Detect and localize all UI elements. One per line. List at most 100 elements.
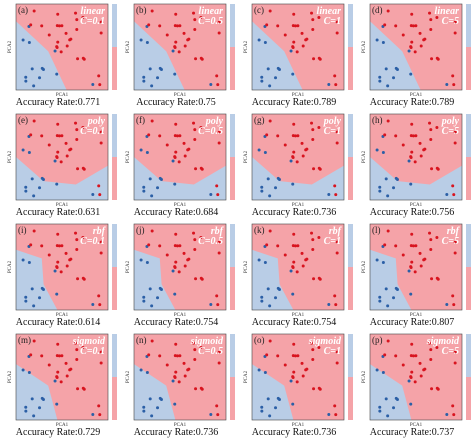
sample-point bbox=[30, 397, 34, 401]
sample-point bbox=[158, 354, 162, 358]
sample-point bbox=[156, 186, 160, 190]
sample-point bbox=[183, 264, 187, 268]
sample-point bbox=[174, 370, 178, 374]
sample-point bbox=[384, 67, 388, 71]
panel-label: (n) bbox=[136, 335, 147, 345]
sample-point bbox=[292, 12, 296, 16]
sample-point bbox=[335, 20, 339, 24]
sample-point bbox=[216, 413, 220, 417]
sample-point bbox=[292, 232, 296, 236]
sample-point bbox=[65, 44, 69, 48]
sample-point bbox=[64, 31, 68, 35]
sample-point bbox=[311, 27, 315, 31]
sample-point bbox=[56, 232, 60, 236]
sample-point bbox=[139, 368, 143, 372]
sample-point bbox=[32, 304, 36, 308]
kernel-name: rbf bbox=[93, 226, 107, 237]
colorbar-bottom bbox=[348, 47, 353, 90]
sample-point bbox=[305, 147, 309, 151]
sample-point bbox=[378, 75, 382, 79]
colorbar-top bbox=[230, 334, 235, 377]
sample-point bbox=[150, 304, 154, 308]
sample-point bbox=[429, 247, 433, 251]
sample-point bbox=[32, 119, 36, 123]
y-axis-label: PCA2 bbox=[362, 260, 367, 273]
kernel-name: sigmoid bbox=[426, 336, 460, 347]
sample-point bbox=[291, 402, 295, 406]
sample-point bbox=[378, 405, 382, 409]
sample-point bbox=[335, 240, 339, 244]
sample-point bbox=[142, 189, 146, 193]
sample-point bbox=[411, 24, 415, 28]
sample-point bbox=[430, 57, 434, 61]
y-axis-label: PCA2 bbox=[244, 260, 249, 273]
sample-point bbox=[81, 16, 85, 20]
sample-point bbox=[296, 134, 300, 138]
sample-point bbox=[291, 265, 295, 269]
accuracy-rate: Accuracy Rate:0.75 bbox=[136, 97, 215, 108]
sample-point bbox=[40, 244, 44, 248]
sample-point bbox=[435, 276, 439, 280]
sample-point bbox=[414, 24, 418, 28]
sample-point bbox=[411, 134, 415, 138]
sample-point bbox=[260, 295, 264, 299]
sample-point bbox=[407, 49, 411, 53]
sample-point bbox=[311, 137, 315, 141]
sample-point bbox=[429, 18, 433, 22]
sample-point bbox=[327, 302, 331, 306]
decision-region bbox=[370, 157, 462, 200]
sample-point bbox=[209, 82, 213, 86]
sample-point bbox=[418, 141, 422, 145]
sample-point bbox=[410, 122, 414, 126]
sample-point bbox=[384, 287, 388, 291]
sample-point bbox=[453, 240, 457, 244]
sample-point bbox=[98, 413, 102, 417]
sample-point bbox=[409, 402, 413, 406]
panel-label: (j) bbox=[136, 225, 145, 235]
sample-point bbox=[300, 251, 304, 255]
sample-point bbox=[301, 44, 305, 48]
sample-point bbox=[276, 134, 280, 138]
sample-point bbox=[423, 37, 427, 41]
sample-point bbox=[327, 82, 331, 86]
sample-point bbox=[173, 155, 177, 159]
sample-point bbox=[217, 141, 221, 145]
sample-point bbox=[216, 193, 220, 197]
sample-point bbox=[56, 342, 60, 346]
sample-point bbox=[38, 406, 42, 410]
sample-point bbox=[292, 40, 296, 44]
panel-label: (b) bbox=[136, 5, 147, 15]
sample-point bbox=[293, 244, 297, 248]
c-value: C=1 bbox=[324, 16, 341, 27]
sample-point bbox=[173, 375, 177, 379]
sample-point bbox=[59, 270, 63, 274]
sample-point bbox=[74, 231, 78, 235]
sample-point bbox=[59, 160, 63, 164]
sample-point bbox=[265, 23, 269, 27]
sample-point bbox=[333, 184, 337, 188]
sample-point bbox=[429, 357, 433, 361]
sample-point bbox=[407, 269, 411, 273]
x-axis-label: PCA1 bbox=[56, 423, 69, 428]
panel-label: (a) bbox=[18, 5, 28, 15]
plot-frame bbox=[15, 223, 109, 311]
sample-point bbox=[178, 134, 182, 138]
sample-point bbox=[158, 396, 162, 400]
sample-point bbox=[175, 354, 179, 358]
sample-point bbox=[301, 374, 305, 378]
sample-point bbox=[217, 240, 221, 244]
sample-point bbox=[452, 413, 456, 417]
sample-point bbox=[209, 192, 213, 196]
sample-point bbox=[27, 371, 31, 375]
sample-point bbox=[265, 133, 269, 137]
sample-point bbox=[394, 24, 398, 28]
sample-point bbox=[301, 154, 305, 158]
c-value: C=0.1 bbox=[80, 346, 105, 357]
sample-point bbox=[381, 41, 385, 45]
sample-point bbox=[75, 348, 79, 352]
sample-point bbox=[199, 276, 203, 280]
sample-point bbox=[445, 192, 449, 196]
x-axis-label: PCA1 bbox=[174, 93, 187, 98]
sample-point bbox=[21, 368, 25, 372]
